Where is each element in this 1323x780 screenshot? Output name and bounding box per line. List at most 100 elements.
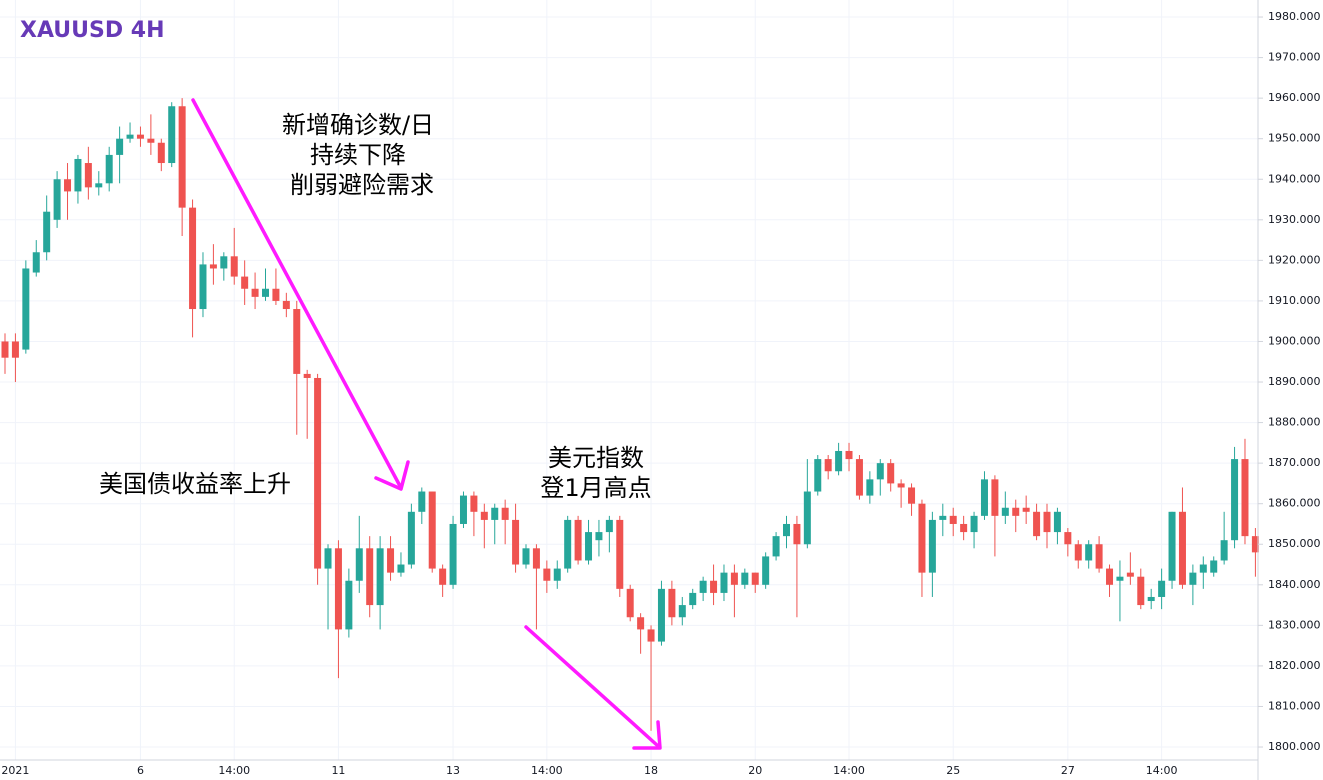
candle-body	[1251, 536, 1259, 553]
candle-body	[980, 479, 988, 516]
candle-body	[928, 519, 936, 573]
candle-body	[866, 479, 874, 496]
candle-body	[449, 523, 457, 585]
candle-body	[1147, 596, 1155, 602]
y-tick-label: 1830.000	[1268, 618, 1321, 631]
candle-body	[345, 580, 353, 630]
candle-body	[230, 256, 238, 277]
candle-body	[53, 179, 61, 220]
candle-body	[439, 568, 447, 585]
y-tick-label: 1860.000	[1268, 497, 1321, 510]
candle-body	[595, 532, 603, 541]
annotation: 持续下降	[310, 141, 406, 169]
candle-body	[772, 536, 780, 557]
candle-body	[262, 288, 269, 297]
x-tick-label: 6	[137, 764, 144, 777]
candles	[1, 98, 1259, 731]
candle-body	[501, 507, 509, 520]
candle-body	[522, 548, 530, 565]
candle-body	[303, 373, 311, 378]
annotation: 削弱避险需求	[290, 171, 434, 199]
candle-body	[1053, 511, 1061, 533]
candle-body	[647, 629, 655, 642]
candle-body	[32, 252, 40, 273]
candle-body	[376, 548, 384, 606]
candle-body	[939, 515, 947, 520]
candle-body	[1, 341, 9, 358]
y-tick-label: 1880.000	[1268, 416, 1321, 429]
candle-body	[168, 106, 176, 164]
candle-body	[803, 491, 811, 545]
arrow-head	[374, 460, 410, 491]
candle-body	[1210, 560, 1218, 573]
candle-body	[1199, 564, 1207, 573]
candle-body	[616, 519, 624, 589]
candle-body	[126, 134, 134, 139]
candle-body	[105, 154, 113, 184]
y-tick-label: 1840.000	[1268, 578, 1321, 591]
candle-body	[314, 377, 322, 569]
candle-body	[84, 163, 92, 188]
candle-body	[887, 463, 895, 484]
candle-body	[689, 592, 697, 606]
x-tick-label: 13	[446, 764, 460, 777]
annotation: 登1月高点	[540, 474, 651, 502]
candle-body	[564, 519, 572, 569]
candle-body	[949, 515, 957, 524]
candle-body	[334, 548, 342, 630]
candle-body	[178, 106, 186, 208]
candle-body	[251, 288, 259, 297]
y-tick-label: 1800.000	[1268, 740, 1321, 753]
candle-body	[824, 459, 832, 472]
candle-body	[793, 523, 801, 545]
x-tick-label: 27	[1061, 764, 1075, 777]
x-tick-label: 14:00	[218, 764, 250, 777]
candle-body	[459, 495, 467, 524]
candle-body	[74, 158, 82, 192]
annotation: 新增确诊数/日	[282, 111, 434, 139]
annotation: 美国债收益率上升	[99, 470, 291, 498]
candle-body	[908, 487, 916, 504]
candle-body	[282, 300, 290, 310]
candle-body	[730, 572, 738, 585]
candle-body	[1022, 507, 1030, 512]
candle-body	[1043, 511, 1051, 533]
candle-body	[678, 605, 686, 618]
candle-body	[1137, 576, 1145, 606]
x-tick-label: 20	[748, 764, 762, 777]
candle-body	[1189, 572, 1197, 585]
candle-body	[387, 548, 395, 573]
x-tick-label: 25	[946, 764, 960, 777]
grid	[0, 0, 1258, 760]
candle-body	[605, 519, 613, 533]
candle-body	[64, 179, 72, 192]
y-tick-label: 1820.000	[1268, 659, 1321, 672]
candle-body	[1116, 576, 1124, 581]
candle-body	[220, 256, 228, 269]
candle-body	[845, 450, 853, 460]
candle-body	[626, 588, 634, 618]
candle-body	[876, 463, 884, 480]
candle-body	[1158, 580, 1166, 597]
arrow	[524, 625, 660, 748]
candle-body	[699, 580, 707, 593]
candle-body	[1231, 459, 1239, 541]
y-tick-label: 1850.000	[1268, 537, 1321, 550]
candle-body	[1168, 511, 1176, 581]
candle-body	[835, 450, 843, 472]
candle-body	[470, 495, 478, 512]
candle-body	[532, 548, 540, 569]
candle-body	[480, 511, 488, 520]
y-tick-label: 1870.000	[1268, 456, 1321, 469]
candle-body	[512, 519, 520, 565]
candle-body	[1064, 532, 1072, 545]
y-tick-label: 1960.000	[1268, 91, 1321, 104]
candle-body	[585, 532, 593, 561]
candle-body	[22, 268, 30, 350]
candle-body	[637, 617, 645, 630]
candle-body	[199, 264, 207, 310]
candle-body	[1220, 540, 1228, 561]
y-tick-label: 1910.000	[1268, 294, 1321, 307]
candle-body	[209, 264, 217, 269]
candle-body	[1178, 511, 1186, 585]
